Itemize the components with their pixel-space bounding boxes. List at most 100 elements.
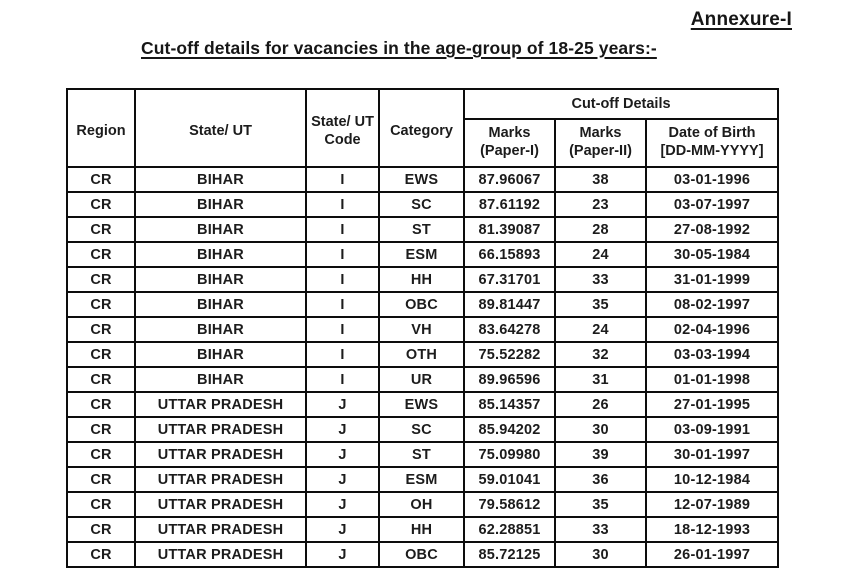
cell-region: CR — [66, 316, 136, 343]
cell-state-code: J — [305, 491, 380, 518]
cell-marks-paper1: 79.58612 — [463, 491, 556, 518]
cell-marks-paper2: 28 — [554, 216, 647, 243]
table-body: CR BIHAR I EWS 87.96067 38 03-01-1996 CR BIHAR I S… — [66, 166, 780, 568]
col-header-region: Region — [66, 88, 136, 168]
cell-marks-paper2: 26 — [554, 391, 647, 418]
cell-marks-paper1: 75.52282 — [463, 341, 556, 368]
table-row: CR BIHAR I ST 81.39087 28 27-08-1992 — [66, 216, 780, 243]
cell-region: CR — [66, 441, 136, 468]
cell-state: UTTAR PRADESH — [134, 491, 307, 518]
cell-date-of-birth: 01-01-1998 — [644, 366, 780, 393]
cell-state-code: J — [305, 391, 380, 418]
cell-date-of-birth: 03-03-1994 — [644, 341, 780, 368]
cell-region: CR — [66, 191, 136, 218]
cell-region: CR — [66, 341, 136, 368]
cell-marks-paper1: 89.96596 — [463, 366, 556, 393]
cell-marks-paper1: 62.28851 — [463, 516, 556, 543]
table-row: CR UTTAR PRADESH J OBC 85.72125 30 26-01-1997 — [66, 541, 780, 568]
cell-category: UR — [378, 366, 465, 393]
cell-date-of-birth: 26-01-1997 — [644, 541, 780, 568]
cell-date-of-birth: 12-07-1989 — [644, 491, 780, 518]
annexure-label: Annexure-I — [690, 9, 792, 30]
cell-category: VH — [378, 316, 465, 343]
table-row: CR BIHAR I UR 89.96596 31 01-01-1998 — [66, 366, 780, 393]
cell-state-code: J — [305, 541, 380, 568]
cell-marks-paper2: 30 — [554, 541, 647, 568]
cell-marks-paper2: 24 — [554, 241, 647, 268]
cell-state-code: I — [305, 191, 380, 218]
cell-region: CR — [66, 266, 136, 293]
cell-region: CR — [66, 416, 136, 443]
cell-marks-paper1: 85.94202 — [463, 416, 556, 443]
col-header-state-code: State/ UT Code — [305, 88, 380, 168]
cell-state-code: I — [305, 341, 380, 368]
cell-marks-paper2: 38 — [554, 166, 647, 193]
cutoff-table: Region State/ UT State/ UT Code Category… — [66, 88, 780, 568]
cell-state-code: I — [305, 266, 380, 293]
cell-state-code: J — [305, 516, 380, 543]
cell-date-of-birth: 18-12-1993 — [644, 516, 780, 543]
cell-marks-paper1: 81.39087 — [463, 216, 556, 243]
cell-state-code: I — [305, 366, 380, 393]
cell-date-of-birth: 03-09-1991 — [644, 416, 780, 443]
cell-category: EWS — [378, 391, 465, 418]
cell-category: ESM — [378, 241, 465, 268]
cell-date-of-birth: 03-01-1996 — [644, 166, 780, 193]
cell-date-of-birth: 30-05-1984 — [644, 241, 780, 268]
cell-category: ESM — [378, 466, 465, 493]
cell-category: OBC — [378, 541, 465, 568]
cell-state: BIHAR — [134, 191, 307, 218]
cell-state: UTTAR PRADESH — [134, 441, 307, 468]
cell-marks-paper1: 87.96067 — [463, 166, 556, 193]
cell-category: SC — [378, 416, 465, 443]
cell-marks-paper2: 30 — [554, 416, 647, 443]
cell-marks-paper2: 32 — [554, 341, 647, 368]
cell-marks-paper1: 83.64278 — [463, 316, 556, 343]
header-row-1: Region State/ UT State/ UT Code Category… — [66, 88, 780, 168]
cell-state: BIHAR — [134, 266, 307, 293]
cell-region: CR — [66, 541, 136, 568]
cell-state-code: J — [305, 416, 380, 443]
cell-region: CR — [66, 516, 136, 543]
col-header-date-of-birth: Date of Birth [DD-MM-YYYY] — [644, 118, 780, 168]
table-row: CR BIHAR I VH 83.64278 24 02-04-1996 — [66, 316, 780, 343]
cell-marks-paper1: 59.01041 — [463, 466, 556, 493]
cell-region: CR — [66, 391, 136, 418]
cell-state: BIHAR — [134, 216, 307, 243]
cell-marks-paper2: 33 — [554, 266, 647, 293]
cell-state: BIHAR — [134, 241, 307, 268]
table-row: CR UTTAR PRADESH J SC 85.94202 30 03-09-1991 — [66, 416, 780, 443]
cell-region: CR — [66, 291, 136, 318]
cell-region: CR — [66, 241, 136, 268]
table-row: CR BIHAR I ESM 66.15893 24 30-05-1984 — [66, 241, 780, 268]
table-row: CR BIHAR I OTH 75.52282 32 03-03-1994 — [66, 341, 780, 368]
table-row: CR BIHAR I SC 87.61192 23 03-07-1997 — [66, 191, 780, 218]
cell-marks-paper1: 87.61192 — [463, 191, 556, 218]
cell-category: EWS — [378, 166, 465, 193]
table-row: CR BIHAR I OBC 89.81447 35 08-02-1997 — [66, 291, 780, 318]
cell-region: CR — [66, 366, 136, 393]
col-header-cutoff-details: Cut-off Details — [462, 88, 780, 120]
table-row: CR BIHAR I HH 67.31701 33 31-01-1999 — [66, 266, 780, 293]
cell-marks-paper1: 66.15893 — [463, 241, 556, 268]
cell-category: OH — [378, 491, 465, 518]
cell-state-code: J — [305, 466, 380, 493]
cell-state: UTTAR PRADESH — [134, 516, 307, 543]
cell-marks-paper1: 89.81447 — [463, 291, 556, 318]
cell-state: UTTAR PRADESH — [134, 541, 307, 568]
cell-category: HH — [378, 516, 465, 543]
table-row: CR BIHAR I EWS 87.96067 38 03-01-1996 — [66, 166, 780, 193]
cell-state: UTTAR PRADESH — [134, 391, 307, 418]
cell-date-of-birth: 27-08-1992 — [644, 216, 780, 243]
cell-region: CR — [66, 166, 136, 193]
cell-marks-paper2: 36 — [554, 466, 647, 493]
cell-category: HH — [378, 266, 465, 293]
cell-category: OBC — [378, 291, 465, 318]
cell-state-code: I — [305, 316, 380, 343]
cell-date-of-birth: 03-07-1997 — [644, 191, 780, 218]
cell-marks-paper2: 31 — [554, 366, 647, 393]
cell-date-of-birth: 08-02-1997 — [644, 291, 780, 318]
table-row: CR UTTAR PRADESH J ST 75.09980 39 30-01-1997 — [66, 441, 780, 468]
cell-region: CR — [66, 491, 136, 518]
